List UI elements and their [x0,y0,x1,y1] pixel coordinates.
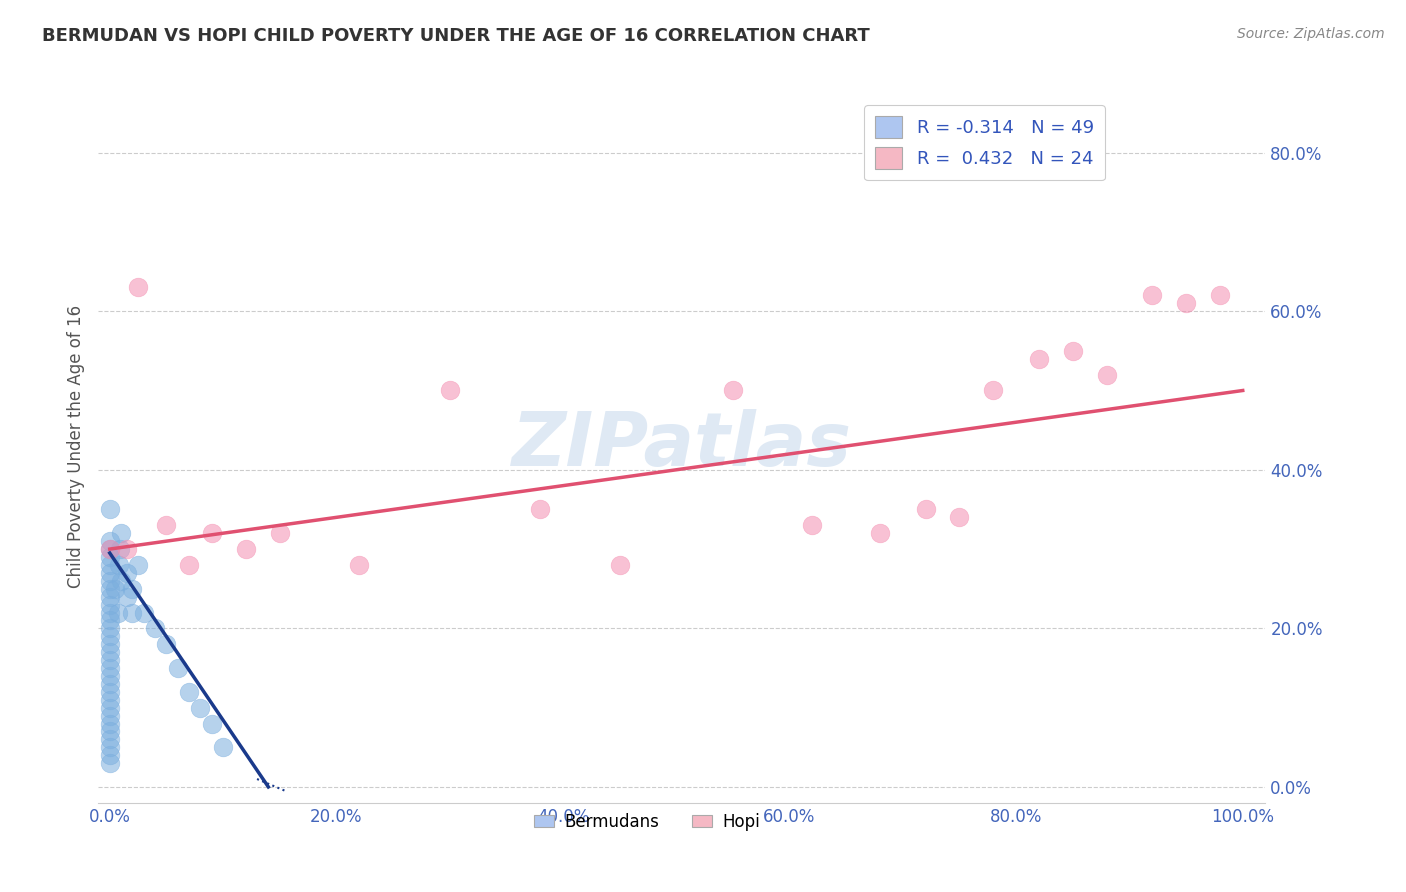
Text: ZIPatlas: ZIPatlas [512,409,852,483]
Point [98,677,121,691]
Point [98,558,121,572]
Point [1028,351,1050,366]
Point [98,724,121,739]
Point [801,518,824,533]
Point [98,661,121,675]
Point [104,582,127,596]
Point [1209,288,1232,302]
Point [98,582,121,596]
Point [98,645,121,659]
Point [98,621,121,635]
Point [98,534,121,549]
Legend: Bermudans, Hopi: Bermudans, Hopi [527,806,766,838]
Point [98,598,121,612]
Point [201,716,224,731]
Point [98,574,121,588]
Point [1140,288,1163,302]
Point [98,542,121,557]
Point [98,700,121,714]
Point [127,280,149,294]
Point [1095,368,1118,382]
Point [121,606,143,620]
Point [98,748,121,763]
Point [108,558,131,572]
Text: BERMUDAN VS HOPI CHILD POVERTY UNDER THE AGE OF 16 CORRELATION CHART: BERMUDAN VS HOPI CHILD POVERTY UNDER THE… [42,27,870,45]
Point [98,614,121,628]
Point [347,558,370,572]
Point [110,574,132,588]
Point [98,566,121,580]
Text: Source: ZipAtlas.com: Source: ZipAtlas.com [1237,27,1385,41]
Point [110,526,132,541]
Point [98,685,121,699]
Point [98,708,121,723]
Point [98,590,121,604]
Point [98,732,121,747]
Point [212,740,235,755]
Point [529,502,551,516]
Point [155,637,177,651]
Point [98,756,121,771]
Point [914,502,936,516]
Point [1062,343,1084,358]
Point [155,518,177,533]
Point [948,510,970,524]
Point [166,661,188,675]
Point [143,621,166,635]
Point [115,542,138,557]
Point [721,384,744,398]
Point [132,606,155,620]
Point [1175,296,1198,310]
Point [439,384,461,398]
Point [609,558,631,572]
Point [98,606,121,620]
Point [98,716,121,731]
Point [177,685,200,699]
Point [98,549,121,564]
Point [177,558,200,572]
Point [269,526,291,541]
Point [983,384,1005,398]
Point [98,653,121,667]
Point [98,629,121,643]
Point [98,669,121,683]
Point [108,542,131,557]
Point [115,590,138,604]
Point [98,692,121,706]
Point [98,740,121,755]
Point [107,606,129,620]
Point [115,566,138,580]
Point [235,542,257,557]
Point [98,542,121,557]
Point [98,637,121,651]
Point [201,526,224,541]
Point [190,700,212,714]
Point [127,558,149,572]
Point [869,526,891,541]
Point [121,582,143,596]
Y-axis label: Child Poverty Under the Age of 16: Child Poverty Under the Age of 16 [66,304,84,588]
Point [98,502,121,516]
